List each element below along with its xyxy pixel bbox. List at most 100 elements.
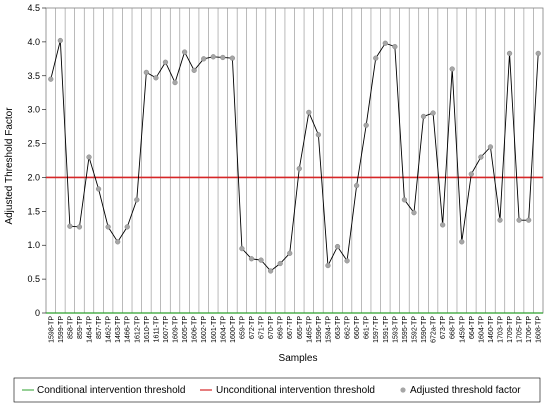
- data-point: [478, 154, 484, 160]
- data-series: [48, 37, 541, 274]
- x-tick-label: 1466-TP: [125, 316, 132, 343]
- data-point: [506, 50, 513, 57]
- x-tick-label: 664-TP: [469, 316, 476, 339]
- data-point: [277, 260, 283, 267]
- x-tick-label: 661-TP: [364, 316, 371, 339]
- data-point: [268, 268, 274, 274]
- data-point: [248, 256, 255, 262]
- y-tick-label: 4.5: [27, 3, 40, 13]
- data-point: [411, 210, 417, 216]
- data-point: [497, 217, 503, 223]
- x-tick-label: 1612-TP: [134, 316, 141, 343]
- x-tick-label: 1600-TP: [230, 316, 237, 343]
- data-point: [76, 224, 83, 230]
- x-tick-label: 1463-TP: [115, 316, 122, 343]
- x-tick-label: 1460-TP: [488, 316, 495, 343]
- data-point: [210, 54, 216, 60]
- y-tick-label: 1.5: [27, 206, 40, 216]
- x-tick-label: 1709-TP: [507, 316, 514, 343]
- x-tick-label: 1604-TP: [478, 316, 485, 343]
- legend-swatch-adjusted: [400, 387, 406, 393]
- x-tick-label: 1464-TP: [87, 316, 94, 343]
- x-tick-label: 672a-TP: [431, 316, 438, 343]
- data-point: [401, 197, 408, 203]
- legend-label-unconditional: Unconditional intervention threshold: [216, 385, 375, 396]
- data-point: [181, 49, 188, 55]
- x-tick-label: 1606-TP: [192, 316, 199, 343]
- x-tick-label: 1591-TP: [383, 316, 390, 343]
- x-tick-label: 1459-TP: [459, 316, 466, 343]
- y-tick-label: 2.0: [27, 172, 40, 182]
- x-tick-label: 1605-TP: [182, 316, 189, 343]
- y-tick-label: 0: [35, 308, 40, 318]
- data-point: [296, 166, 302, 172]
- x-tick-label: 859-TP: [77, 316, 84, 339]
- data-point: [315, 132, 321, 138]
- y-tick-label: 2.5: [27, 139, 40, 149]
- legend-box: [13, 377, 541, 403]
- data-point: [57, 37, 63, 44]
- y-tick-label: 4.0: [27, 37, 40, 47]
- data-point: [258, 257, 264, 263]
- x-tick-label: 1607-TP: [163, 316, 170, 343]
- data-point: [526, 217, 532, 223]
- data-point: [220, 54, 226, 61]
- legend-label-adjusted: Adjusted threshold factor: [410, 385, 521, 396]
- data-point: [229, 55, 235, 61]
- data-point: [430, 110, 436, 116]
- data-point: [516, 217, 522, 223]
- data-point: [449, 66, 455, 72]
- x-tick-label: 857-TP: [96, 316, 103, 339]
- x-tick-label: 1609-TP: [173, 316, 180, 343]
- x-tick-label: 1462-TP: [106, 316, 113, 343]
- x-tick-label: 1703-TP: [497, 316, 504, 343]
- x-tick-label: 1610-TP: [144, 316, 151, 343]
- x-tick-label: 667-TP: [287, 316, 294, 339]
- data-point: [153, 75, 159, 81]
- data-point: [115, 239, 121, 245]
- data-point: [440, 222, 446, 228]
- x-tick-label: 671-TP: [259, 316, 266, 339]
- data-point: [239, 246, 245, 252]
- data-point: [325, 262, 331, 269]
- data-point: [354, 182, 360, 189]
- y-axis-title: Adjusted Threshold Factor: [4, 107, 15, 225]
- x-axis-ticks: 1598-TP 1599-TP 858-TP 859-TP 1464-TP 857-TP 1…: [48, 316, 542, 343]
- data-point: [487, 144, 494, 150]
- data-point: [105, 224, 111, 230]
- x-tick-label: 1601-TP: [211, 316, 218, 343]
- data-point: [363, 122, 369, 128]
- x-tick-label: 1611-TP: [153, 316, 160, 343]
- data-point: [344, 258, 350, 264]
- data-point: [201, 56, 207, 62]
- data-point: [334, 243, 341, 250]
- x-tick-label: 668-TP: [450, 316, 457, 339]
- x-tick-label: 1706-TP: [526, 316, 533, 343]
- legend: Conditional intervention threshold Uncon…: [13, 377, 541, 403]
- data-point: [382, 40, 388, 46]
- x-tick-label: 660-TP: [354, 316, 361, 339]
- data-point: [306, 109, 312, 115]
- data-point: [86, 154, 92, 160]
- x-tick-label: 663-TP: [335, 316, 342, 339]
- data-point: [468, 171, 474, 177]
- legend-label-conditional: Conditional intervention threshold: [37, 385, 185, 396]
- x-tick-label: 1590-TP: [421, 316, 428, 343]
- x-tick-label: 1608-TP: [536, 316, 543, 343]
- data-point: [535, 50, 541, 57]
- y-tick-label: 3.5: [27, 71, 40, 81]
- data-point: [373, 55, 379, 61]
- data-point: [162, 59, 169, 65]
- y-tick-label: 1.0: [27, 240, 40, 250]
- x-tick-label: 1602-TP: [201, 316, 208, 343]
- x-tick-label: 1705-TP: [517, 316, 524, 343]
- x-tick-label: 662-TP: [345, 316, 352, 339]
- y-tick-label: 0.5: [27, 274, 40, 284]
- data-point: [95, 186, 102, 192]
- series-line: [50, 40, 539, 272]
- data-point: [172, 79, 178, 86]
- x-tick-label: 1596-TP: [316, 316, 323, 343]
- x-tick-label: 1465-TP: [306, 316, 313, 343]
- x-tick-label: 669-TP: [278, 316, 285, 339]
